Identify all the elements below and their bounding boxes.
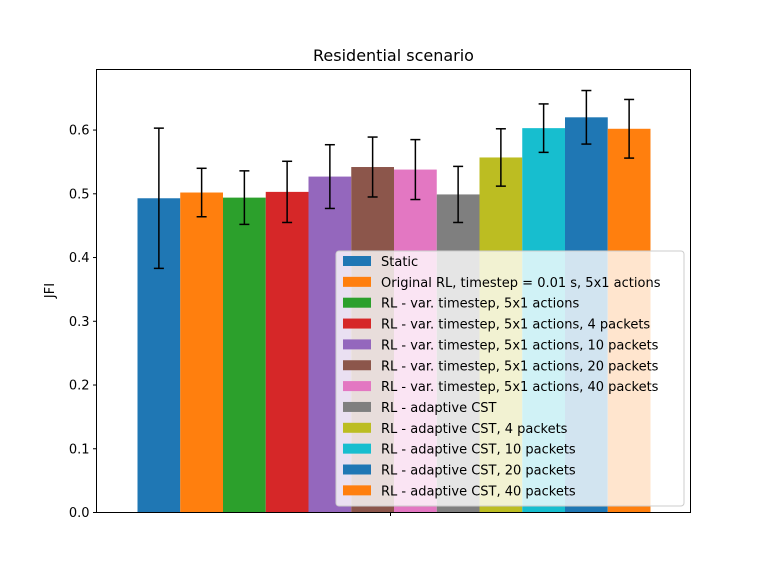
- bar-4: [265, 191, 309, 513]
- legend-item: Static: [343, 255, 418, 270]
- legend-swatch: [343, 485, 371, 496]
- legend: Static Original RL, timestep = 0.01 s, 5x…: [335, 250, 685, 507]
- y-axis-label: JFI: [43, 283, 58, 299]
- legend-label: RL - var. timestep, 5x1 actions, 10 pack…: [381, 338, 659, 353]
- legend-label: RL - var. timestep, 5x1 actions, 20 pack…: [381, 359, 659, 374]
- legend-label: RL - adaptive CST, 10 packets: [381, 443, 576, 458]
- legend-item: RL - adaptive CST, 10 packets: [343, 443, 576, 458]
- legend-swatch: [343, 422, 371, 433]
- error-bar-1: [153, 127, 164, 270]
- legend-label: Static: [381, 255, 418, 270]
- legend-label: Original RL, timestep = 0.01 s, 5x1 acti…: [381, 276, 661, 291]
- y-tick-label: 0.6: [69, 124, 90, 139]
- legend-swatch: [343, 276, 371, 287]
- y-tick-label: 0.3: [69, 315, 90, 330]
- legend-swatch: [343, 401, 371, 412]
- error-bar-7: [410, 138, 421, 201]
- legend-label: RL - adaptive CST: [381, 401, 497, 416]
- y-tick-label: 0.2: [69, 379, 90, 394]
- error-bar-2: [196, 167, 207, 218]
- legend-swatch: [343, 381, 371, 392]
- error-bar-4: [282, 160, 293, 224]
- error-bar-5: [324, 143, 335, 210]
- error-bar-8: [453, 165, 464, 224]
- legend-item: RL - var. timestep, 5x1 actions, 40 pack…: [343, 380, 659, 395]
- bar-2: [180, 192, 223, 513]
- legend-item: RL - var. timestep, 5x1 actions, 10 pack…: [343, 338, 659, 353]
- errorbars-group: [153, 89, 635, 270]
- plot-frame: [96, 69, 691, 513]
- legend-item: Original RL, timestep = 0.01 s, 5x1 acti…: [343, 276, 661, 291]
- error-bar-12: [624, 98, 635, 159]
- legend-item: RL - var. timestep, 5x1 actions: [343, 297, 579, 312]
- y-axis: 0.0 0.1 0.2 0.3 0.4 0.5 0.6: [69, 124, 97, 521]
- legend-item: RL - adaptive CST: [343, 401, 497, 416]
- y-tick-label: 0.1: [69, 442, 90, 457]
- legend-item: RL - adaptive CST, 20 packets: [343, 464, 576, 479]
- error-bar-10: [538, 103, 549, 154]
- legend-label: RL - var. timestep, 5x1 actions, 40 pack…: [381, 380, 659, 395]
- y-tick-label: 0.5: [69, 187, 90, 202]
- legend-swatch: [343, 339, 371, 350]
- legend-swatch: [343, 360, 371, 371]
- legend-item: RL - var. timestep, 5x1 actions, 4 packe…: [343, 318, 650, 333]
- legend-label: RL - adaptive CST, 40 packets: [381, 484, 576, 499]
- error-bar-11: [581, 89, 592, 145]
- error-bar-9: [495, 128, 506, 187]
- error-bar-6: [367, 136, 378, 198]
- y-tick-label: 0.4: [69, 251, 90, 266]
- legend-swatch: [343, 443, 371, 454]
- legend-label: RL - var. timestep, 5x1 actions, 4 packe…: [381, 318, 650, 333]
- legend-label: RL - var. timestep, 5x1 actions: [381, 297, 579, 312]
- legend-item: RL - var. timestep, 5x1 actions, 20 pack…: [343, 359, 659, 374]
- legend-swatch: [343, 464, 371, 475]
- error-bar-3: [239, 170, 250, 226]
- legend-swatch: [343, 318, 371, 329]
- legend-label: RL - adaptive CST, 4 packets: [381, 422, 568, 437]
- chart-title: Residential scenario: [313, 46, 474, 65]
- legend-swatch: [343, 297, 371, 308]
- legend-swatch: [343, 256, 371, 266]
- bar-3: [223, 197, 266, 513]
- legend-box: [335, 250, 685, 507]
- legend-item: RL - adaptive CST, 4 packets: [343, 422, 568, 437]
- legend-item: RL - adaptive CST, 40 packets: [343, 484, 576, 499]
- y-tick-label: 0.0: [69, 506, 90, 521]
- legend-label: RL - adaptive CST, 20 packets: [381, 464, 576, 479]
